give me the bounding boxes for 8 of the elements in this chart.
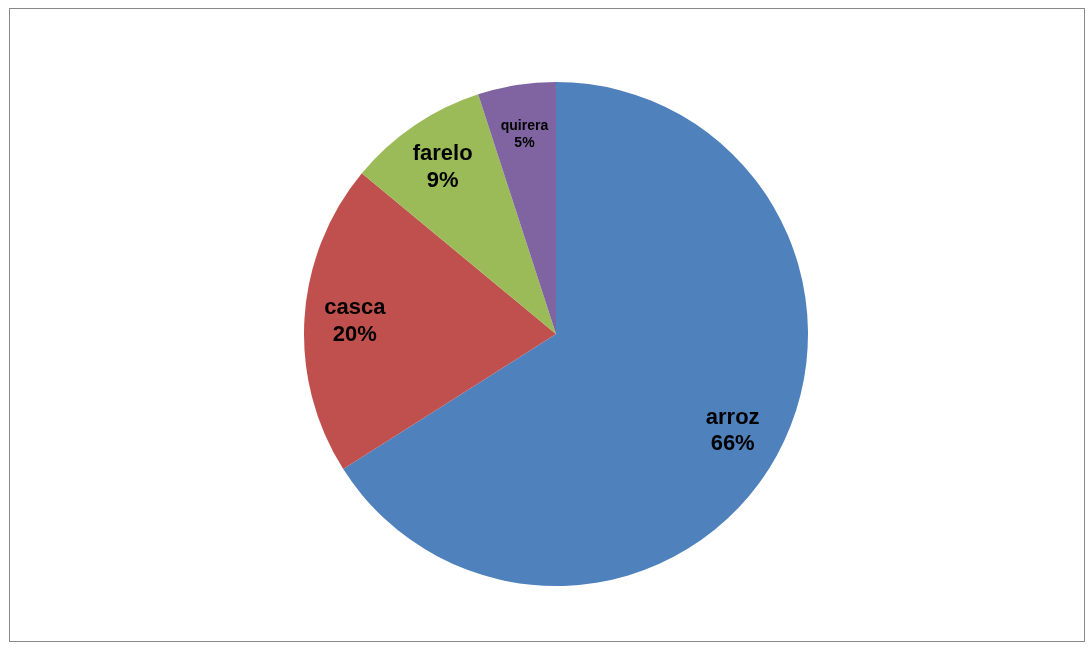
slice-label: arroz bbox=[705, 403, 760, 429]
data-label: 5% bbox=[514, 134, 536, 151]
data-label: 9% bbox=[426, 166, 459, 192]
data-label: 66% bbox=[710, 430, 755, 456]
slice-label: farelo bbox=[412, 140, 473, 166]
slice-label: quirera bbox=[500, 117, 549, 134]
data-label: 20% bbox=[332, 320, 377, 346]
slice-label: casca bbox=[324, 294, 387, 320]
